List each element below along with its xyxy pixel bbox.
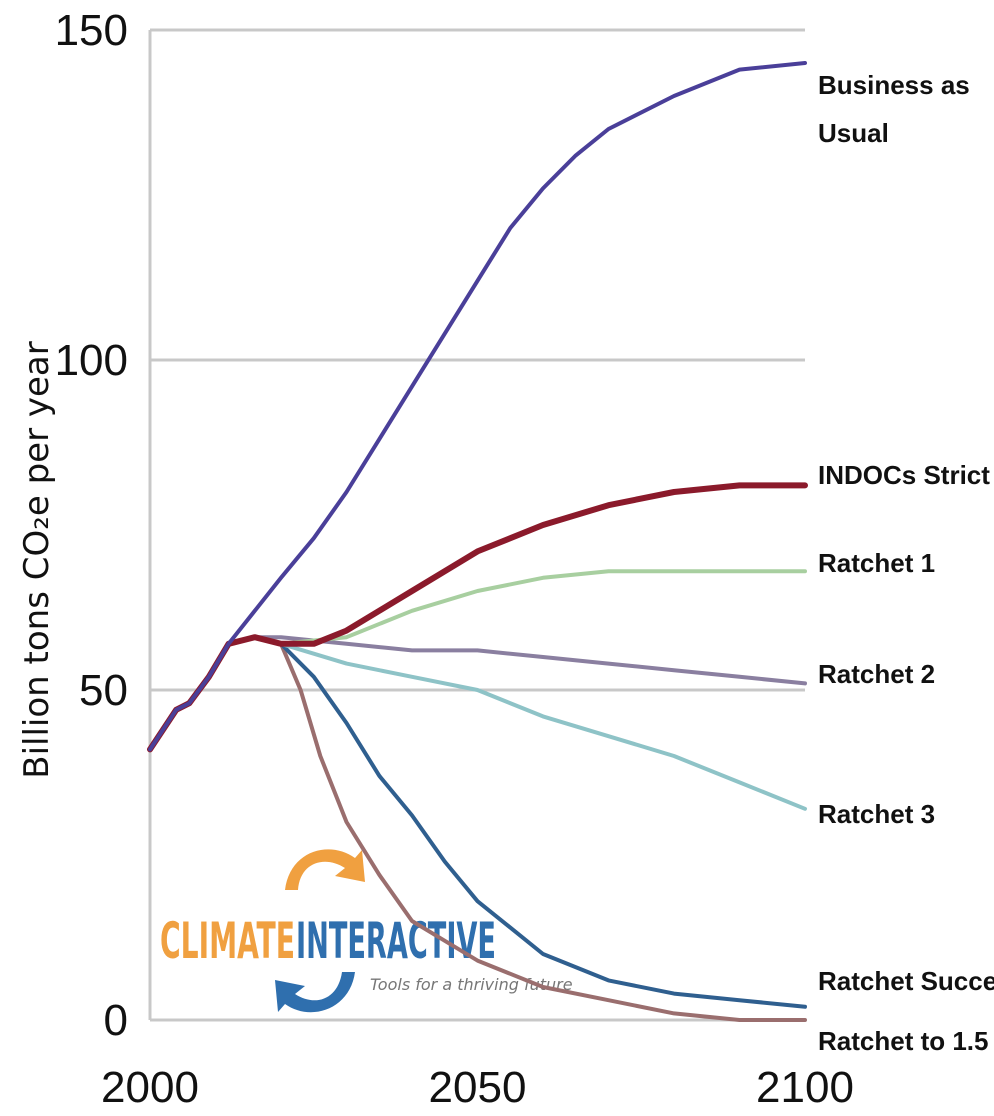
y-tick-label: 0 — [104, 996, 128, 1045]
label-indcs-strict: INDOCs Strict — [818, 460, 990, 490]
logo-word-climate: CLIMATE — [160, 912, 295, 970]
series-line-ratchet-1 — [252, 569, 807, 646]
y-axis-label: Billion tons CO₂e per year — [17, 341, 57, 778]
y-tick-label: 50 — [79, 666, 128, 715]
series-line-business-as-usual — [148, 61, 807, 752]
y-tick-labels: 0 50 100 150 — [55, 6, 128, 1045]
y-tick-label: 100 — [55, 336, 128, 385]
orange-arrow-icon — [285, 849, 365, 890]
label-business-as-usual-2: Usual — [818, 118, 889, 148]
climate-interactive-logo: CLIMATE INTERACTIVE Tools for a thriving… — [160, 849, 573, 1013]
x-tick-label: 2000 — [101, 1063, 199, 1112]
label-ratchet-1: Ratchet 1 — [818, 548, 935, 578]
series-line-ratchet-success — [252, 635, 807, 1009]
series-line-ratchet-3 — [252, 635, 807, 811]
label-ratchet-3: Ratchet 3 — [818, 799, 935, 829]
x-tick-labels: 2000 2050 2100 — [101, 1063, 854, 1112]
x-tick-label: 2050 — [429, 1063, 527, 1112]
series-line-ratchet-to-1-5 — [252, 635, 807, 1022]
label-ratchet-success: Ratchet Success — [818, 966, 994, 996]
logo-word-interactive: INTERACTIVE — [296, 912, 496, 970]
blue-arrow-icon — [275, 972, 355, 1013]
label-ratchet-to-1-5: Ratchet to 1.5 — [818, 1026, 989, 1056]
gridlines — [148, 28, 805, 1022]
logo-tagline: Tools for a thriving future — [370, 975, 573, 994]
y-tick-label: 150 — [55, 6, 128, 55]
label-business-as-usual-1: Business as — [818, 70, 970, 100]
label-ratchet-2: Ratchet 2 — [818, 659, 935, 689]
series-lines — [147, 61, 808, 1022]
series-labels: Business as Usual INDOCs Strict Ratchet … — [818, 70, 994, 1056]
x-tick-label: 2100 — [756, 1063, 854, 1112]
